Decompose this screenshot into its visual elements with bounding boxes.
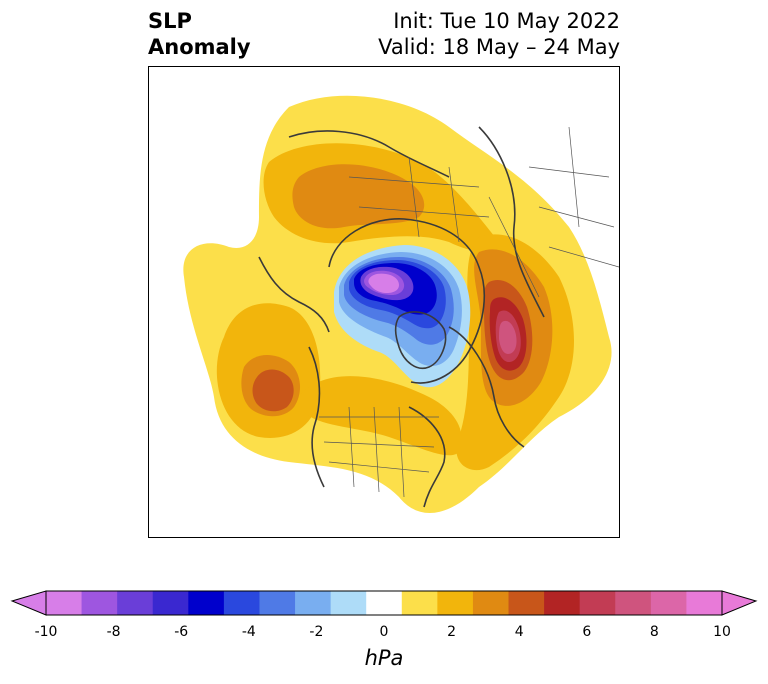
negative-anomaly-field bbox=[334, 245, 471, 388]
colorbar-bins bbox=[46, 591, 723, 615]
title-left: SLP Anomaly bbox=[148, 8, 251, 60]
coastline-europe bbox=[448, 326, 525, 448]
colorbar-bin bbox=[650, 591, 687, 615]
positive-contour-8-east bbox=[499, 320, 517, 354]
colorbar-bin bbox=[437, 591, 474, 615]
title-field-type: Anomaly bbox=[148, 35, 251, 59]
colorbar-outline bbox=[45, 590, 723, 616]
colorbar-bin bbox=[615, 591, 652, 615]
colorbar-extend-low-arrow bbox=[10, 590, 47, 616]
colorbar-bin bbox=[152, 591, 189, 615]
anomaly-map bbox=[149, 67, 619, 537]
negative-contour-8 bbox=[368, 273, 399, 293]
colorbar-bin bbox=[259, 591, 296, 615]
colorbar-bin bbox=[366, 591, 403, 615]
coastline-north-america-west bbox=[308, 346, 325, 488]
colorbar-tick-label: 4 bbox=[514, 624, 524, 640]
border-grid-eurasia bbox=[348, 156, 540, 298]
colorbar bbox=[10, 590, 758, 616]
map-frame bbox=[148, 66, 620, 538]
colorbar-bin bbox=[117, 591, 154, 615]
colorbar-bin bbox=[223, 591, 260, 615]
colorbar-tick-label: -2 bbox=[309, 624, 324, 640]
colorbar-bin bbox=[330, 591, 367, 615]
colorbar-bin bbox=[81, 591, 118, 615]
colorbar-bin bbox=[295, 591, 332, 615]
coastline-asia-north bbox=[288, 130, 450, 178]
colorbar-tick-label: -8 bbox=[106, 624, 121, 640]
colorbar-tick-label: 2 bbox=[447, 624, 457, 640]
colorbar-extend-high-arrow bbox=[721, 590, 758, 616]
colorbar-tick-label: 8 bbox=[649, 624, 659, 640]
coastline-alaska bbox=[258, 256, 330, 333]
title-valid-range: Valid: 18 May – 24 May bbox=[378, 35, 620, 59]
colorbar-tick-label: 6 bbox=[582, 624, 592, 640]
colorbar-bin bbox=[544, 591, 581, 615]
coastline-greenland bbox=[394, 311, 447, 369]
colorbar-tick-label: -10 bbox=[34, 624, 58, 640]
colorbar-bin bbox=[508, 591, 545, 615]
colorbar-tick-label: 0 bbox=[379, 624, 389, 640]
positive-contour-4-pacific bbox=[252, 369, 294, 412]
colorbar-bin bbox=[401, 591, 438, 615]
coastline-north-america-east bbox=[408, 406, 446, 508]
border-grid-north-america bbox=[319, 406, 439, 498]
coastline-eurasia bbox=[478, 126, 545, 318]
colorbar-tick-label: 10 bbox=[713, 624, 731, 640]
title-right: Init: Tue 10 May 2022 Valid: 18 May – 24… bbox=[378, 8, 620, 60]
border-grid-east-asia bbox=[528, 126, 619, 268]
colorbar-bin bbox=[472, 591, 510, 615]
colorbar-bin bbox=[579, 591, 616, 615]
colorbar-bin bbox=[686, 591, 723, 615]
title-field-name: SLP bbox=[148, 9, 192, 33]
coastlines bbox=[258, 126, 545, 508]
political-borders bbox=[319, 126, 619, 498]
coastline-arctic-ring bbox=[328, 218, 486, 384]
colorbar-tick-label: -4 bbox=[241, 624, 256, 640]
colorbar-bin bbox=[46, 591, 83, 615]
colorbar-tick-label: -6 bbox=[174, 624, 189, 640]
positive-contour-2-america bbox=[299, 376, 462, 456]
title-init-date: Init: Tue 10 May 2022 bbox=[393, 9, 620, 33]
colorbar-unit-label: hPa bbox=[364, 646, 404, 670]
colorbar-bin bbox=[188, 591, 225, 615]
